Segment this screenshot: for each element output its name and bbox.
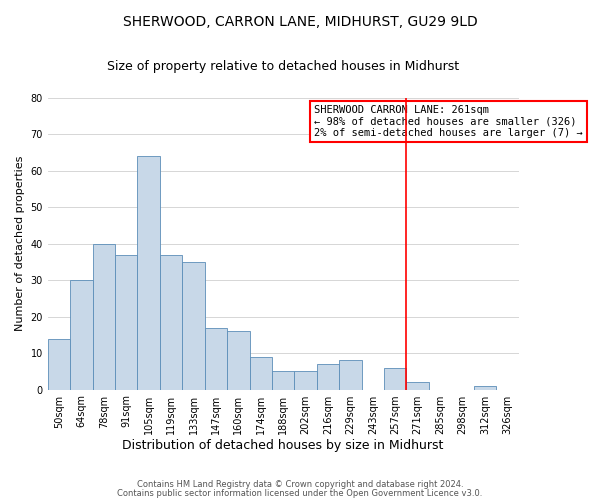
Text: Contains HM Land Registry data © Crown copyright and database right 2024.: Contains HM Land Registry data © Crown c… bbox=[137, 480, 463, 489]
Text: Contains public sector information licensed under the Open Government Licence v3: Contains public sector information licen… bbox=[118, 489, 482, 498]
Bar bbox=[250, 357, 272, 390]
Bar bbox=[473, 386, 496, 390]
Bar bbox=[160, 254, 182, 390]
Bar bbox=[115, 254, 137, 390]
Bar bbox=[182, 262, 205, 390]
Title: Size of property relative to detached houses in Midhurst: Size of property relative to detached ho… bbox=[107, 60, 459, 73]
Bar bbox=[137, 156, 160, 390]
Bar bbox=[70, 280, 92, 390]
Bar bbox=[92, 244, 115, 390]
Text: SHERWOOD, CARRON LANE, MIDHURST, GU29 9LD: SHERWOOD, CARRON LANE, MIDHURST, GU29 9L… bbox=[122, 15, 478, 29]
X-axis label: Distribution of detached houses by size in Midhurst: Distribution of detached houses by size … bbox=[122, 440, 444, 452]
Bar bbox=[317, 364, 339, 390]
Bar bbox=[48, 338, 70, 390]
Bar bbox=[227, 331, 250, 390]
Bar bbox=[384, 368, 406, 390]
Bar bbox=[272, 372, 295, 390]
Bar bbox=[205, 328, 227, 390]
Bar bbox=[406, 382, 429, 390]
Bar bbox=[295, 372, 317, 390]
Text: SHERWOOD CARRON LANE: 261sqm
← 98% of detached houses are smaller (326)
2% of se: SHERWOOD CARRON LANE: 261sqm ← 98% of de… bbox=[314, 105, 583, 138]
Y-axis label: Number of detached properties: Number of detached properties bbox=[15, 156, 25, 332]
Bar bbox=[339, 360, 362, 390]
